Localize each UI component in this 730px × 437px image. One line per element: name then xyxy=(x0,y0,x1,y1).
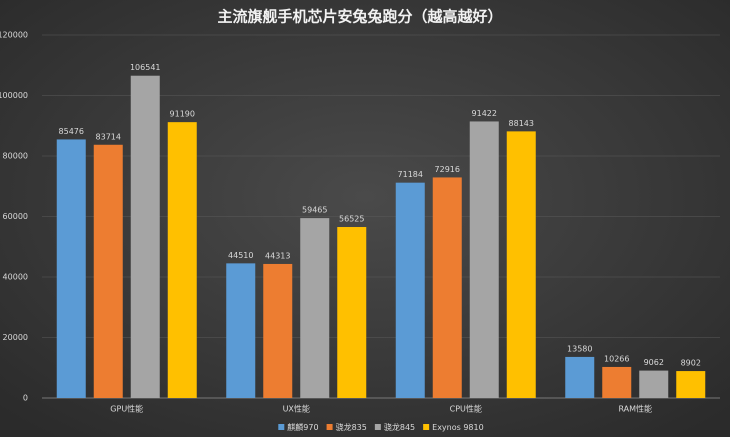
y-tick-label: 80000 xyxy=(3,152,28,161)
data-label: 56525 xyxy=(339,215,364,224)
bar xyxy=(130,75,160,399)
x-tick-label: CPU性能 xyxy=(450,404,482,414)
data-label: 91190 xyxy=(170,110,195,119)
y-tick-label: 100000 xyxy=(0,91,28,100)
legend-swatch xyxy=(326,424,333,430)
data-label: 10266 xyxy=(604,354,629,363)
data-label: 83714 xyxy=(96,132,121,141)
bar xyxy=(263,263,293,398)
data-label: 91422 xyxy=(472,109,497,118)
data-label: 44313 xyxy=(265,251,290,260)
y-tick-label: 120000 xyxy=(0,31,28,40)
chart-title: 主流旗舰手机芯片安兔兔跑分（越高越好） xyxy=(217,8,502,26)
bar xyxy=(676,371,706,398)
data-label: 9062 xyxy=(644,358,664,367)
bar xyxy=(506,131,536,398)
bar xyxy=(639,370,669,398)
legend-label: 骁龙835 xyxy=(336,422,367,432)
data-label: 13580 xyxy=(567,344,592,353)
bar xyxy=(432,177,462,398)
bar xyxy=(167,122,197,398)
data-label: 44510 xyxy=(228,251,253,260)
x-tick-label: UX性能 xyxy=(283,404,310,414)
legend-label: 骁龙845 xyxy=(384,422,415,432)
bar xyxy=(565,356,595,398)
data-label: 85476 xyxy=(59,127,84,136)
bar xyxy=(93,144,123,398)
bar xyxy=(337,227,367,398)
legend-label: Exynos 9810 xyxy=(432,423,484,432)
legend-swatch xyxy=(423,424,430,430)
bar xyxy=(56,139,86,398)
bar xyxy=(226,263,256,398)
bar xyxy=(469,121,499,398)
data-label: 71184 xyxy=(398,170,423,179)
x-tick-label: GPU性能 xyxy=(110,404,143,414)
legend-swatch xyxy=(374,424,381,430)
y-tick-label: 40000 xyxy=(3,273,28,282)
y-tick-label: 0 xyxy=(23,394,28,403)
y-tick-label: 60000 xyxy=(3,212,28,221)
data-label: 59465 xyxy=(302,206,327,215)
bar xyxy=(602,366,632,398)
bar xyxy=(300,218,330,398)
legend-swatch xyxy=(278,424,285,430)
y-tick-label: 20000 xyxy=(3,333,28,342)
data-label: 72916 xyxy=(435,165,460,174)
bar xyxy=(395,182,425,398)
data-label: 88143 xyxy=(509,119,534,128)
data-label: 106541 xyxy=(130,63,161,72)
data-label: 8902 xyxy=(681,359,701,368)
legend-label: 麒麟970 xyxy=(287,422,318,432)
x-tick-label: RAM性能 xyxy=(618,404,652,414)
